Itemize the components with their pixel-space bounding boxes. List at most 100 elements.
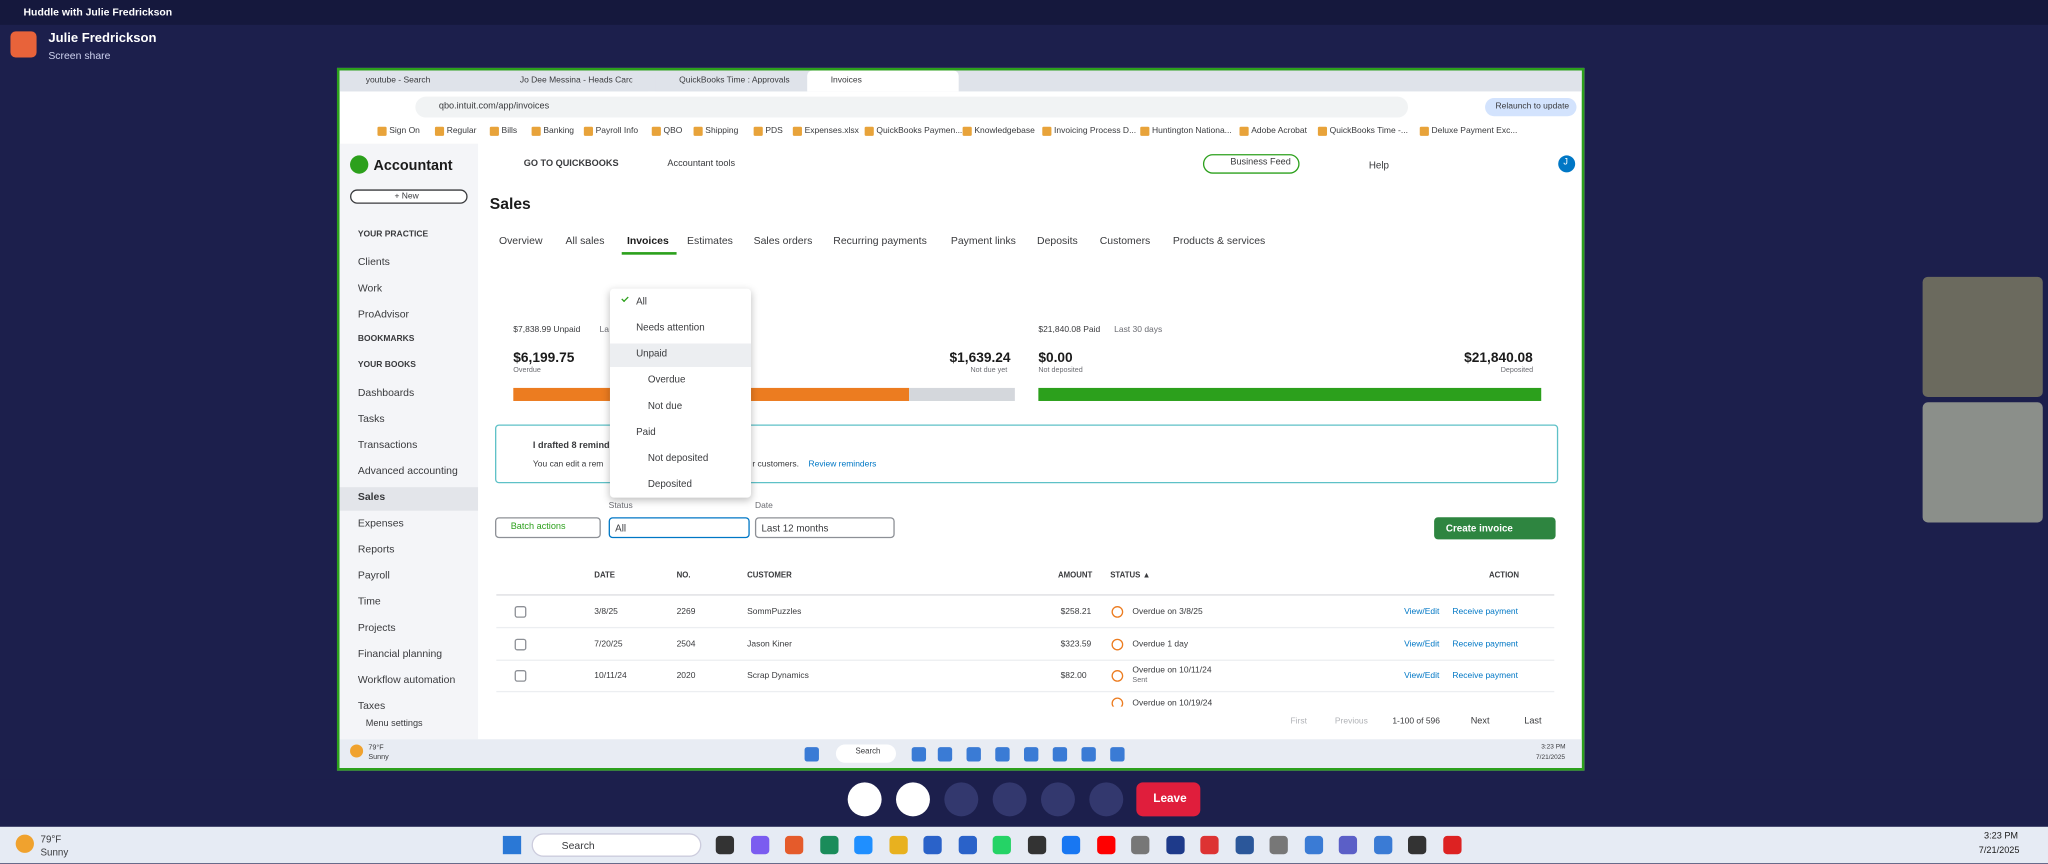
bookmark[interactable]: Bills	[501, 126, 518, 136]
cell-amount: $258.21	[1060, 607, 1092, 617]
bookmark[interactable]: Expenses.xlsx	[804, 126, 859, 136]
sales-tab[interactable]: Invoices	[626, 235, 669, 247]
sales-tab[interactable]: Customers	[1099, 235, 1151, 247]
nav-item[interactable]: Payroll	[357, 569, 390, 582]
bookmark[interactable]: Shipping	[705, 126, 739, 136]
sales-tab[interactable]: Overview	[498, 235, 543, 247]
bookmark[interactable]: Knowledgebase	[974, 126, 1035, 136]
cell-date: 10/11/24	[594, 671, 627, 681]
menu-settings[interactable]: Menu settings	[365, 719, 423, 729]
bookmark[interactable]: Payroll Info	[595, 126, 639, 136]
nav-item[interactable]: Time	[357, 595, 381, 608]
bookmark[interactable]: QuickBooks Time -...	[1329, 126, 1408, 136]
bookmark[interactable]: QuickBooks Paymen...	[876, 126, 963, 136]
nav-item[interactable]: Transactions	[357, 438, 418, 451]
search-box	[531, 833, 702, 857]
nav-item[interactable]: Work	[357, 282, 383, 294]
batch-actions[interactable]: Batch actions	[510, 522, 566, 532]
bookmark[interactable]: Regular	[446, 126, 477, 136]
page-first[interactable]: First	[1290, 717, 1307, 727]
help[interactable]: Help	[1368, 159, 1389, 172]
date-value[interactable]: Last 12 months	[761, 522, 829, 535]
browser-tab[interactable]: QuickBooks Time : Approvals	[679, 75, 790, 85]
relaunch[interactable]: Relaunch to update	[1495, 101, 1570, 112]
bookmark[interactable]: Adobe Acrobat	[1251, 126, 1307, 136]
nav-item[interactable]: Sales	[357, 491, 386, 503]
nav-item[interactable]: Projects	[357, 621, 396, 634]
page-previous[interactable]: Previous	[1334, 717, 1368, 727]
view-edit[interactable]: View/Edit	[1404, 639, 1440, 650]
dropdown-option[interactable]: Not due	[647, 399, 683, 412]
sales-tab[interactable]: Recurring payments	[833, 235, 927, 247]
tab	[342, 70, 494, 92]
sales-tab[interactable]: Payment links	[950, 235, 1016, 247]
taskbar-app	[1061, 835, 1081, 855]
sales-tab[interactable]: Deposits	[1037, 235, 1078, 247]
business-feed[interactable]: Business Feed	[1230, 158, 1291, 168]
browser-tab[interactable]: Invoices	[830, 75, 862, 85]
new[interactable]: + New	[394, 191, 419, 202]
nav-item[interactable]: Expenses	[357, 517, 404, 529]
dropdown-option[interactable]: Paid	[636, 425, 656, 438]
view-edit[interactable]: View/Edit	[1404, 671, 1440, 681]
dropdown-option[interactable]: Overdue	[647, 373, 686, 386]
page-last[interactable]: Last	[1524, 717, 1542, 727]
nav-item[interactable]: ProAdvisor	[357, 308, 409, 320]
bookmark[interactable]: Banking	[543, 126, 575, 136]
browser-tab[interactable]: youtube - Search	[365, 75, 431, 85]
taskbar-app	[750, 835, 769, 855]
bookmark-icon	[1140, 126, 1150, 136]
view-edit[interactable]: View/Edit	[1404, 607, 1440, 617]
browser-tab[interactable]: Jo Dee Messina - Heads Carolin...	[519, 75, 632, 85]
sales-tab[interactable]: Estimates	[687, 235, 733, 247]
nav-item[interactable]: Financial planning	[357, 647, 443, 660]
sales-tab[interactable]: All sales	[565, 235, 605, 247]
nav-item[interactable]: Workflow automation	[357, 673, 456, 686]
nav-section[interactable]: YOUR BOOKS	[357, 360, 416, 370]
nav-item[interactable]: Tasks	[357, 412, 385, 425]
nav-item[interactable]: Clients	[357, 255, 390, 268]
create-invoice[interactable]: Create invoice	[1445, 522, 1513, 535]
table-header: NO.	[676, 572, 691, 580]
dropdown-option[interactable]: Not deposited	[647, 451, 709, 464]
sales-tab[interactable]: Products & services	[1172, 235, 1266, 247]
remote-search[interactable]: Search	[855, 748, 881, 757]
nav-item[interactable]: Reports	[357, 543, 395, 556]
review-reminders[interactable]: Review reminders	[808, 459, 877, 469]
dropdown-option[interactable]: Unpaid	[636, 347, 668, 360]
remote-app-icon	[1081, 747, 1096, 762]
tab-strip	[339, 70, 1582, 92]
bookmark[interactable]: PDS	[765, 126, 783, 136]
notdue-bar	[909, 387, 1015, 401]
url[interactable]: qbo.intuit.com/app/invoices	[438, 101, 550, 112]
bookmark[interactable]: Huntington Nationa...	[1151, 126, 1232, 136]
taskbar-search[interactable]: Search	[561, 839, 595, 852]
dropdown-option[interactable]: Needs attention	[636, 321, 705, 334]
receive-payment[interactable]: Receive payment	[1452, 639, 1519, 650]
goto-quickbooks[interactable]: GO TO QUICKBOOKS	[523, 159, 619, 169]
nav-section[interactable]: BOOKMARKS	[357, 334, 415, 344]
bookmark[interactable]: Invoicing Process D...	[1054, 126, 1137, 136]
leave[interactable]: Leave	[1153, 791, 1187, 805]
taskbar-weather: Sunny	[40, 846, 69, 859]
create-btn	[1434, 517, 1556, 540]
bookmark[interactable]: Deluxe Payment Exc...	[1431, 126, 1518, 136]
call-control	[1040, 782, 1075, 817]
sales-tab[interactable]: Sales orders	[753, 235, 813, 247]
accountant-tools[interactable]: Accountant tools	[667, 159, 736, 169]
page-next[interactable]: Next	[1470, 717, 1490, 727]
receive-payment[interactable]: Receive payment	[1452, 607, 1519, 617]
dropdown-option[interactable]: Deposited	[647, 478, 692, 490]
nav-section[interactable]: YOUR PRACTICE	[357, 229, 429, 240]
nav-item[interactable]: Dashboards	[357, 386, 415, 399]
status-value[interactable]: All	[615, 522, 627, 535]
nav-item[interactable]: Taxes	[357, 700, 386, 712]
cell-no: 2504	[676, 639, 696, 650]
remote-weather: Sunny	[368, 753, 389, 762]
nav-item[interactable]: Advanced accounting	[357, 464, 458, 477]
receive-payment[interactable]: Receive payment	[1452, 671, 1519, 681]
bookmark[interactable]: QBO	[663, 126, 683, 136]
bookmark[interactable]: Sign On	[389, 126, 420, 136]
call-control	[992, 782, 1027, 817]
dropdown-option[interactable]: All	[636, 295, 647, 307]
